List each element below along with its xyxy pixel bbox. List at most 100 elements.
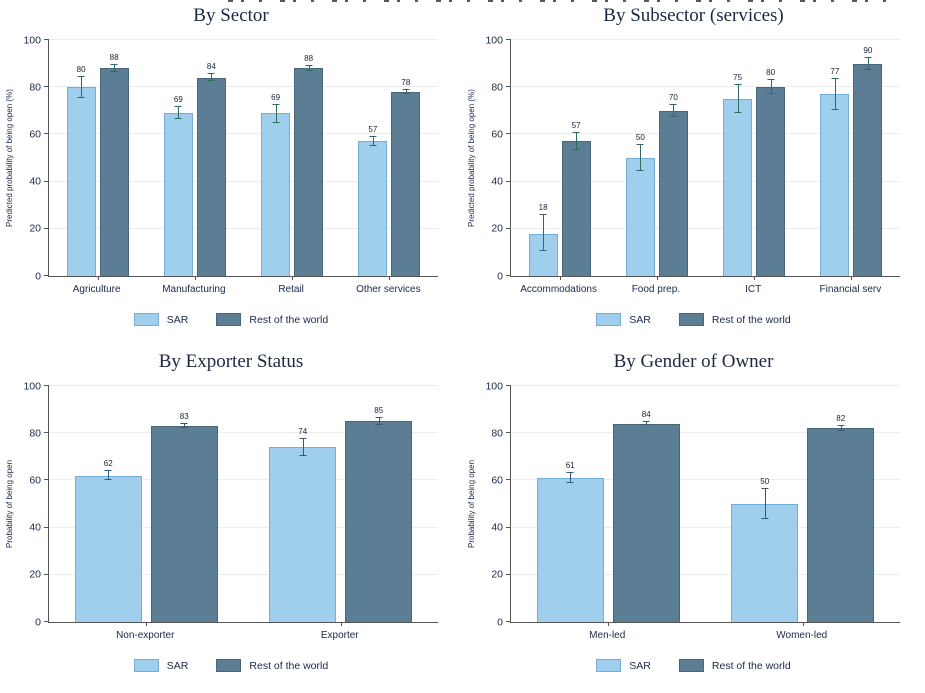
value-label: 80 [766, 68, 776, 78]
cropped-text-fragment [228, 0, 888, 2]
bar-sar: 80 [66, 40, 96, 276]
gridline [49, 526, 438, 528]
x-category-label: Retail [278, 284, 304, 295]
bar-rest-of-world: 84 [612, 386, 680, 622]
bar-sar: 69 [261, 40, 291, 276]
bar-rest-of-world: 84 [196, 40, 226, 276]
x-tick-mark [194, 276, 196, 280]
x-tick-mark [97, 276, 99, 280]
error-bar-cap [369, 135, 377, 137]
legend: SAR Rest of the world [462, 659, 925, 672]
error-bar [308, 65, 310, 71]
bar-fill [66, 87, 96, 276]
error-bar [372, 136, 374, 147]
x-tick-mark [851, 276, 853, 280]
y-tick-label: 100 [485, 33, 503, 46]
chart-title: By Gender of Owner [613, 351, 774, 372]
gridline [49, 86, 438, 88]
y-tick-mark [44, 621, 49, 622]
error-bar-cap [539, 213, 547, 215]
bar-group: 18 57 [511, 40, 608, 280]
value-label: 18 [538, 202, 548, 212]
value-label: 70 [668, 92, 678, 102]
y-tick-mark [44, 479, 49, 481]
bar-sar: 61 [536, 386, 604, 622]
bars-layer: 18 57 50 70 75 80 77 90 [511, 40, 900, 280]
value-label: 61 [565, 460, 575, 470]
error-bar-cap [734, 83, 742, 85]
error-bar [178, 107, 180, 120]
legend-label-sar: SAR [629, 313, 651, 326]
bar-sar: 69 [163, 40, 193, 276]
bar-fill [807, 428, 875, 622]
bar-fill [74, 475, 142, 622]
error-bar [576, 133, 578, 150]
bar-fill [731, 504, 799, 622]
value-label: 69 [271, 92, 281, 102]
error-bar [867, 57, 869, 70]
bar-rest-of-world: 83 [150, 386, 218, 622]
y-tick-label: 80 [29, 80, 41, 93]
bar-fill [536, 478, 604, 622]
value-label: 88 [304, 53, 314, 63]
chart-panel-by-exporter-status: By Exporter Status Probability of being … [0, 346, 462, 693]
legend-swatch-sar [133, 659, 159, 672]
x-category-label: Financial serv [819, 284, 882, 295]
y-tick-mark [44, 133, 49, 135]
bar-fill [294, 68, 324, 276]
y-tick-label: 20 [491, 222, 503, 235]
error-bar-cap [299, 454, 307, 456]
bar-fill [150, 426, 218, 622]
error-bar-cap [104, 479, 112, 481]
y-tick-mark [506, 385, 511, 386]
value-label: 78 [401, 77, 411, 87]
legend-swatch-sar [596, 313, 622, 326]
y-tick-mark [44, 275, 49, 276]
legend: SAR Rest of the world [0, 313, 462, 326]
x-tick-mark [656, 276, 658, 280]
error-bar [184, 424, 186, 428]
error-bar-cap [104, 469, 112, 471]
bar-fill [391, 91, 421, 276]
bar-fill [163, 113, 193, 276]
y-tick-label: 100 [23, 379, 41, 392]
bar-group: 69 84 [146, 40, 243, 280]
chart-panel-by-subsector-services: By Subsector (services) Predicted probab… [462, 0, 925, 346]
bar-fill [561, 141, 591, 276]
error-bar-cap [539, 250, 547, 252]
error-bar [570, 472, 572, 484]
gridline [511, 39, 900, 40]
x-axis-labels: Non-exporter Exporter [48, 630, 437, 641]
error-bar-cap [837, 430, 845, 432]
error-bar-cap [636, 169, 644, 171]
bar-group: 75 80 [706, 40, 803, 280]
value-label: 84 [641, 410, 651, 420]
bar-rest-of-world: 88 [294, 40, 324, 276]
error-bar-cap [305, 64, 313, 66]
chart-panel-by-sector: By Sector Predicted probability of being… [0, 0, 462, 346]
y-tick-label: 20 [29, 568, 41, 581]
gridline [49, 385, 438, 386]
error-bar [646, 422, 648, 426]
bar-group: 61 84 [511, 386, 706, 626]
y-tick-mark [506, 526, 511, 528]
gridline [511, 385, 900, 386]
error-bar-cap [767, 79, 775, 81]
chart-title: By Sector [193, 5, 269, 26]
x-category-label: Exporter [320, 630, 359, 641]
bar-rest-of-world: 90 [853, 40, 883, 276]
bar-fill [358, 141, 388, 276]
gridline [511, 133, 900, 135]
error-bar-cap [831, 77, 839, 79]
bars-layer: 80 88 69 84 69 88 57 78 [49, 40, 438, 280]
y-tick-mark [506, 227, 511, 229]
error-bar-cap [299, 438, 307, 440]
error-bar-cap [402, 88, 410, 90]
error-bar-cap [174, 106, 182, 108]
legend-label-sar: SAR [629, 659, 651, 672]
gridline [511, 573, 900, 575]
y-tick-label: 80 [491, 80, 503, 93]
error-bar-cap [864, 68, 872, 70]
gridline [511, 180, 900, 182]
x-category-label: Agriculture [72, 284, 121, 295]
